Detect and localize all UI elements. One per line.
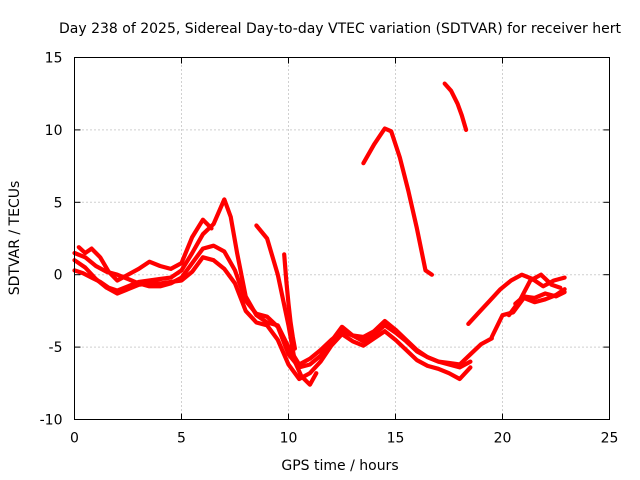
- series-line-sat-e: [254, 223, 319, 387]
- y-tick-label: -5: [49, 340, 63, 356]
- y-axis-label: SDTVAR / TECUs: [7, 181, 23, 296]
- series-line-sat-l: [506, 272, 563, 318]
- x-tick-label: 5: [177, 431, 186, 447]
- x-tick-label: 15: [387, 431, 405, 447]
- series-line-sat-h: [442, 81, 469, 132]
- series-group: [72, 81, 567, 387]
- x-tick-label: 25: [601, 431, 619, 447]
- y-tick-label: 0: [54, 268, 63, 284]
- y-tick-label: 15: [45, 51, 63, 67]
- axis-ticks: 0 5 10 15 20 25 -10 -5 0 5 10 15: [40, 51, 619, 447]
- plot-frame: [74, 57, 610, 420]
- x-axis-label: GPS time / hours: [281, 458, 398, 474]
- y-tick-label: 5: [54, 195, 63, 211]
- x-tick-label: 10: [280, 431, 298, 447]
- series-line-sat-f: [282, 252, 297, 351]
- y-tick-label: 10: [45, 123, 63, 139]
- grid-lines: [74, 57, 610, 420]
- x-tick-label: 0: [70, 431, 79, 447]
- x-tick-label: 20: [494, 431, 512, 447]
- series-line-sat-d: [76, 217, 214, 283]
- y-tick-label: -10: [40, 413, 63, 429]
- series-line-sat-c: [72, 255, 473, 382]
- series-line-sat-g: [361, 126, 434, 277]
- chart-title: Day 238 of 2025, Sidereal Day-to-day VTE…: [59, 21, 621, 37]
